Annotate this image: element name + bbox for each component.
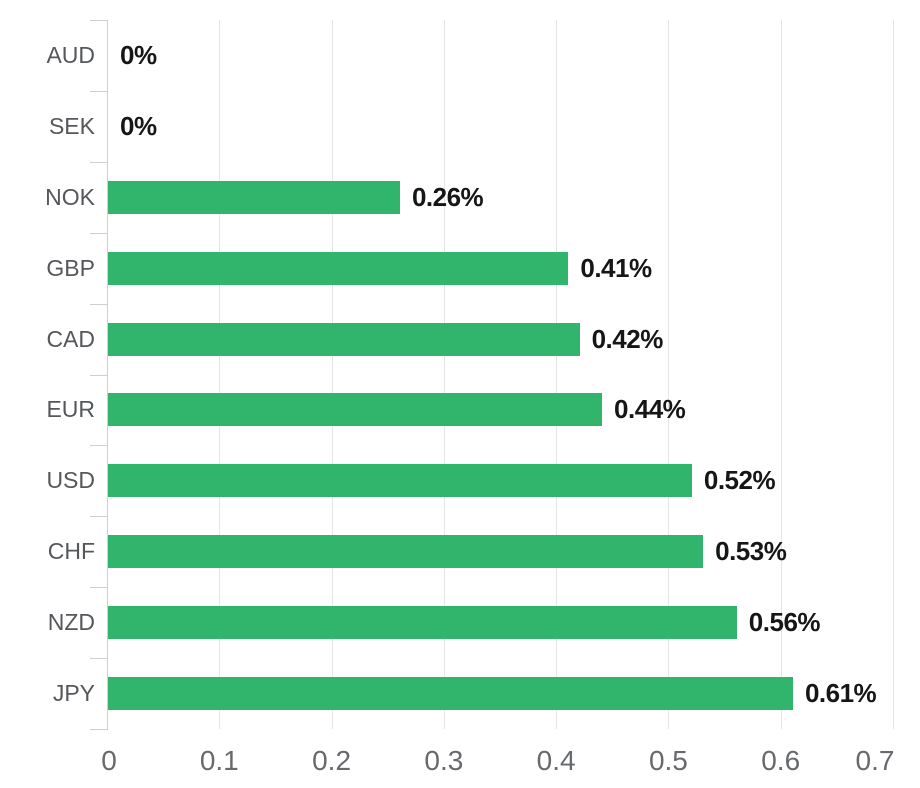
value-label-nok: 0.26% <box>411 181 484 212</box>
bar-nzd[interactable] <box>108 606 737 640</box>
category-label-chf: CHF <box>47 538 95 565</box>
x-tick-label-0: 0 <box>101 745 117 776</box>
y-axis-tick <box>90 303 107 305</box>
category-label-usd: USD <box>46 467 95 494</box>
x-tick-label-0.4: 0.4 <box>536 745 576 776</box>
gridline-0.4 <box>556 20 558 729</box>
y-axis-tick <box>90 90 107 92</box>
category-label-cad: CAD <box>46 325 95 352</box>
gridline-0.6 <box>780 20 782 729</box>
y-axis-tick <box>90 587 107 589</box>
value-label-cad: 0.42% <box>591 323 664 354</box>
value-label-gbp: 0.41% <box>580 252 652 283</box>
category-label-jpy: JPY <box>52 680 95 707</box>
bar-eur[interactable] <box>108 393 603 427</box>
y-axis-tick <box>90 232 107 234</box>
category-label-sek: SEK <box>48 112 95 139</box>
category-label-nok: NOK <box>45 183 95 210</box>
x-tick-label-0.7: 0.7 <box>855 745 895 776</box>
y-axis-tick <box>90 20 107 21</box>
x-tick-label-0.1: 0.1 <box>199 745 239 776</box>
x-tick-label-0.5: 0.5 <box>648 745 688 776</box>
value-label-nzd: 0.56% <box>748 607 821 638</box>
bar-gbp[interactable] <box>108 251 569 285</box>
gridline-0.7 <box>893 20 894 729</box>
value-label-sek: 0% <box>120 110 157 141</box>
value-label-aud: 0% <box>120 39 157 70</box>
gridline-0.5 <box>668 20 670 729</box>
bar-nok[interactable] <box>108 180 400 214</box>
bar-chf[interactable] <box>108 535 704 569</box>
bar-jpy[interactable] <box>108 677 793 711</box>
y-axis-tick <box>90 516 107 518</box>
y-axis-tick <box>90 729 107 730</box>
bar-usd[interactable] <box>108 464 692 498</box>
gridline-0.1 <box>219 20 221 729</box>
category-label-aud: AUD <box>46 41 95 68</box>
gridline-0.3 <box>443 20 445 729</box>
category-label-nzd: NZD <box>47 609 95 636</box>
value-label-usd: 0.52% <box>703 465 776 496</box>
y-axis-tick <box>90 161 107 163</box>
value-label-chf: 0.53% <box>715 536 787 567</box>
y-axis-line <box>107 20 108 730</box>
value-label-eur: 0.44% <box>614 394 686 425</box>
bar-cad[interactable] <box>108 322 580 356</box>
category-label-gbp: GBP <box>46 254 95 281</box>
x-tick-label-0.6: 0.6 <box>761 745 801 776</box>
y-axis-tick <box>90 658 107 660</box>
x-tick-label-0.2: 0.2 <box>312 745 352 776</box>
x-tick-label-0.3: 0.3 <box>424 745 464 776</box>
y-axis-tick <box>90 445 107 447</box>
value-label-jpy: 0.61% <box>804 678 877 709</box>
category-label-eur: EUR <box>46 396 95 423</box>
gridline-0.2 <box>331 20 333 729</box>
y-axis-tick <box>90 374 107 376</box>
